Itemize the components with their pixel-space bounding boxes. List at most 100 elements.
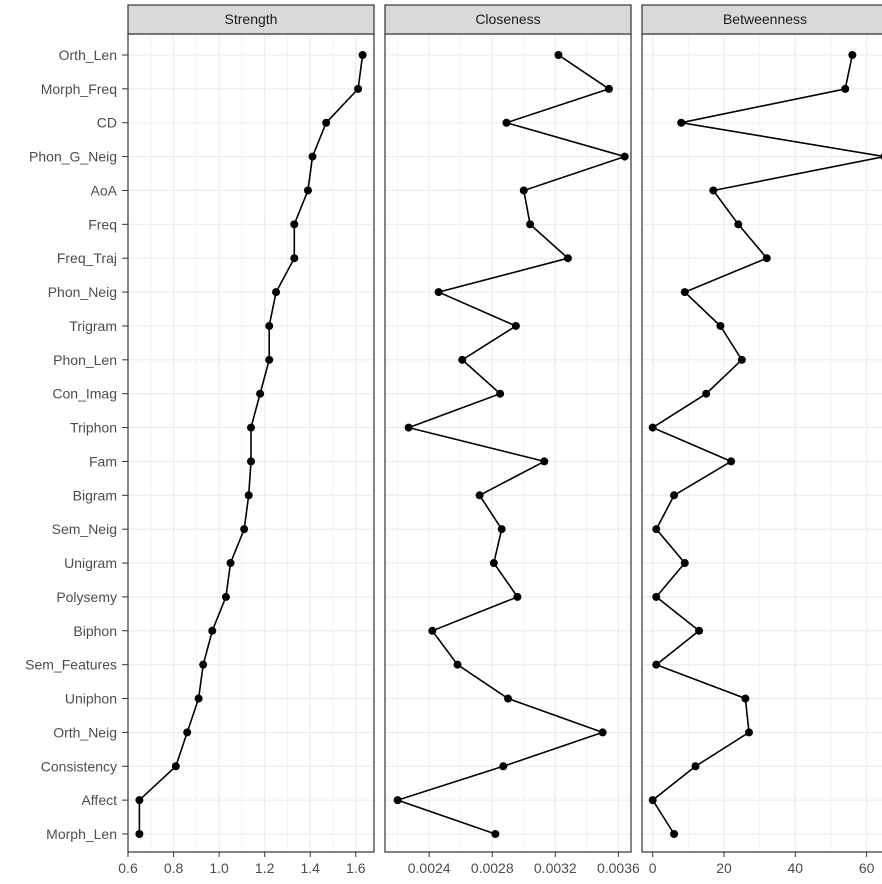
data-point — [677, 118, 686, 127]
data-point — [680, 288, 689, 297]
data-point — [183, 728, 192, 737]
data-point — [648, 796, 657, 805]
x-tick-label: 0.0036 — [597, 860, 640, 876]
y-tick-label: Phon_G_Neig — [29, 149, 117, 165]
data-point — [244, 491, 253, 500]
x-tick-label: 0.0024 — [408, 860, 451, 876]
data-point — [322, 118, 331, 127]
data-point — [489, 559, 498, 568]
data-point — [171, 762, 180, 771]
data-point — [135, 796, 144, 805]
y-tick-label: Uniphon — [65, 691, 117, 707]
x-tick-label: 1.0 — [209, 860, 229, 876]
data-point — [526, 220, 535, 229]
facet-strip-label: Closeness — [475, 11, 540, 27]
y-tick-label: Freq — [88, 216, 117, 232]
data-point — [499, 762, 508, 771]
data-point — [670, 491, 679, 500]
data-point — [358, 51, 367, 59]
series-line — [650, 54, 882, 835]
data-point — [716, 321, 725, 330]
y-tick-label: Orth_Neig — [53, 724, 117, 740]
x-tick-label: 0.6 — [118, 860, 138, 876]
panel-background — [642, 34, 882, 852]
series-line — [138, 54, 364, 834]
data-point — [502, 118, 511, 127]
data-point — [511, 321, 520, 330]
data-point — [226, 559, 235, 568]
data-point — [199, 660, 208, 669]
y-tick-label: AoA — [91, 182, 118, 198]
y-tick-label: CD — [97, 115, 117, 131]
data-point — [265, 355, 274, 364]
data-point — [563, 254, 572, 263]
y-tick-label: Fam — [89, 453, 117, 469]
x-tick-label: 1.2 — [255, 860, 275, 876]
x-tick-label: 20 — [716, 860, 732, 876]
data-point — [604, 84, 613, 93]
data-point — [691, 762, 700, 771]
facet-strip — [641, 4, 882, 35]
data-point — [554, 51, 563, 59]
series-line — [395, 54, 628, 835]
data-point — [737, 355, 746, 364]
data-point — [247, 423, 255, 432]
data-point — [404, 423, 413, 432]
data-point — [265, 321, 274, 330]
data-point — [240, 525, 249, 534]
x-tick-label: 1.6 — [346, 860, 366, 876]
data-point — [290, 220, 299, 229]
data-point — [744, 728, 753, 737]
data-point — [841, 84, 850, 93]
data-point — [504, 694, 512, 703]
data-point — [194, 694, 203, 703]
data-point — [540, 457, 549, 466]
data-point — [727, 457, 736, 466]
data-point — [652, 592, 661, 601]
y-tick-label: Biphon — [73, 623, 117, 639]
data-point — [670, 830, 679, 838]
data-point — [648, 423, 657, 432]
data-point — [762, 254, 771, 263]
data-point — [513, 592, 522, 601]
panel-closeness: Closeness 0.0024 0.0028 0.0032 0.0036 — [384, 4, 640, 876]
y-tick-label: Sem_Neig — [52, 521, 117, 537]
data-point — [680, 559, 689, 568]
data-point — [208, 626, 217, 635]
facet-strip-label: Betweenness — [723, 11, 807, 27]
data-point — [848, 51, 857, 59]
panel-strength: Strength 0.6 0.8 1.0 1.2 1.4 1.6 — [118, 4, 375, 876]
y-tick-label: Con_Imag — [52, 386, 117, 402]
y-tick-label: Morph_Freq — [41, 81, 117, 97]
data-point — [620, 152, 629, 161]
y-tick-label: Bigram — [73, 487, 117, 503]
y-tick-label: Unigram — [64, 555, 117, 571]
data-point — [135, 830, 144, 838]
y-tick-label: Morph_Len — [46, 826, 117, 842]
y-tick-label: Orth_Len — [59, 47, 117, 63]
y-tick-label: Phon_Len — [53, 352, 117, 368]
data-point — [354, 84, 363, 93]
data-point — [652, 660, 661, 669]
data-point — [453, 660, 462, 669]
data-point — [256, 389, 265, 398]
x-tick-label: 0.8 — [164, 860, 184, 876]
panel-background — [385, 34, 631, 852]
facet-strip — [384, 4, 632, 35]
y-tick-label: Affect — [81, 792, 117, 808]
data-point — [497, 525, 506, 534]
x-tick-label: 0.0028 — [471, 860, 514, 876]
y-tick-label: Consistency — [41, 758, 117, 774]
data-point — [695, 626, 704, 635]
data-point — [475, 491, 484, 500]
data-point — [308, 152, 317, 161]
y-tick-label: Phon_Neig — [48, 284, 117, 300]
data-point — [702, 389, 711, 398]
data-point — [247, 457, 255, 466]
data-point — [709, 186, 718, 195]
data-point — [496, 389, 505, 398]
data-point — [434, 288, 443, 297]
y-tick-label: Polysemy — [56, 589, 117, 605]
x-tick-label: 0 — [649, 860, 657, 876]
